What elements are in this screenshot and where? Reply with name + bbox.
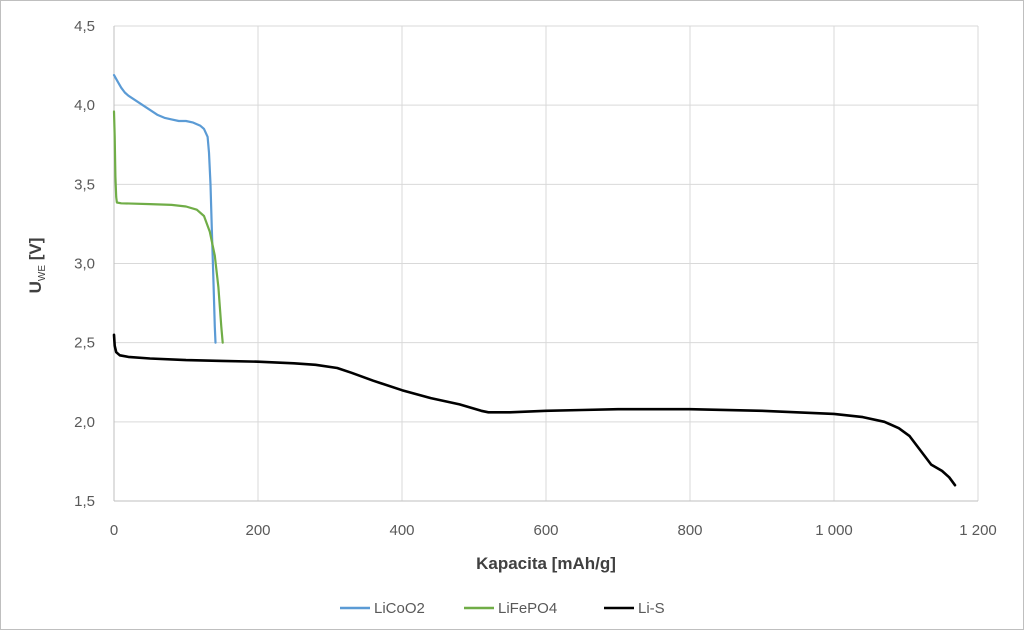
x-tick-label: 400 [389, 522, 414, 539]
x-axis-title: Kapacita [mAh/g] [476, 554, 616, 573]
y-axis-title-suffix: [V] [26, 238, 45, 265]
legend: LiCoO2 LiFePO4 Li-S [340, 600, 665, 617]
series-line-licoo2 [112, 74, 217, 344]
axes [113, 26, 978, 502]
y-tick-label: 4,0 [74, 97, 95, 114]
series-line-lifepo4 [112, 110, 224, 344]
series-line-li-s [112, 333, 957, 487]
y-tick-label: 1,5 [74, 493, 95, 510]
y-tick-label: 3,5 [74, 176, 95, 193]
x-tick-label: 1 000 [815, 522, 853, 539]
y-tick-label: 4,5 [74, 18, 95, 35]
y-tick-label: 2,5 [74, 335, 95, 352]
tick-labels: 1,5 2,0 2,5 3,0 3,5 4,0 4,5 0 200 400 600 800 1 000 1… [74, 18, 997, 539]
y-axis-title-main: U [26, 281, 45, 293]
x-tick-label: 600 [533, 522, 558, 539]
x-tick-label: 1 200 [959, 522, 997, 539]
data-series [112, 74, 957, 487]
y-axis-title-subscript: WE [37, 265, 48, 281]
legend-label: Li-S [638, 600, 665, 617]
y-tick-label: 3,0 [74, 256, 95, 273]
grid-lines [114, 25, 979, 501]
legend-label: LiCoO2 [374, 600, 425, 617]
y-axis-title: UWE [V] [26, 238, 48, 294]
x-tick-label: 800 [677, 522, 702, 539]
y-tick-label: 2,0 [74, 414, 95, 431]
x-tick-label: 0 [110, 522, 118, 539]
x-tick-label: 200 [245, 522, 270, 539]
legend-label: LiFePO4 [498, 600, 557, 617]
